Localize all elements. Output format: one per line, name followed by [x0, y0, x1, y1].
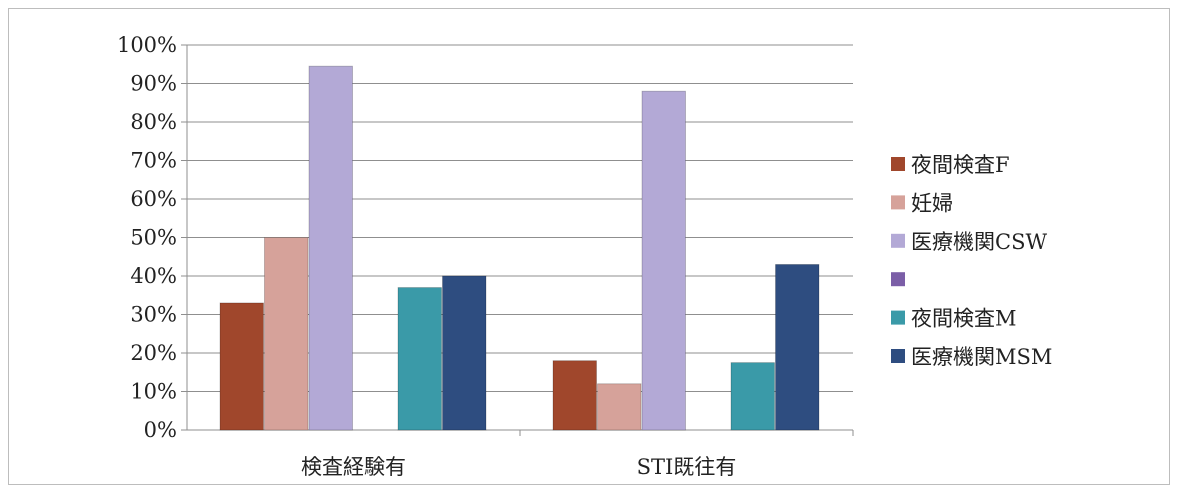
y-tick-label: 10%: [130, 380, 177, 404]
y-tick-label: 0%: [144, 418, 177, 442]
y-tick-label: 70%: [130, 149, 177, 173]
legend-swatch: [891, 233, 905, 248]
bar-2-5: [730, 362, 775, 431]
legend-label: 夜間検査M: [911, 307, 1017, 331]
bar-2-1: [552, 360, 597, 431]
bar-1-6: [442, 275, 487, 431]
legend-swatch: [891, 272, 905, 287]
bar-1-2: [264, 237, 309, 431]
bar-1-3: [308, 65, 353, 431]
y-tick-label: 30%: [130, 303, 177, 327]
y-tick-label: 20%: [130, 341, 177, 365]
bar-2-6: [775, 264, 820, 431]
y-tick-label: 90%: [130, 72, 177, 96]
legend-swatch: [891, 157, 905, 171]
x-category-label: 検査経験有: [301, 455, 406, 479]
x-category-label: STI既往有: [637, 455, 737, 479]
bar-1-5: [397, 287, 442, 431]
bar-1-1: [219, 302, 264, 431]
y-tick-label: 60%: [130, 187, 177, 211]
legend-label: 医療機関MSM: [911, 345, 1052, 369]
y-tick-label: 40%: [130, 264, 177, 288]
bar-2-2: [597, 383, 642, 431]
y-tick-label: 50%: [130, 226, 177, 250]
legend-swatch: [891, 195, 905, 210]
y-tick-label: 80%: [130, 110, 177, 134]
y-tick-label: 100%: [117, 33, 177, 57]
legend-swatch: [891, 349, 905, 363]
legend-swatch: [891, 310, 905, 325]
bar-2-3: [641, 90, 686, 431]
legend-label: 医療機関CSW: [911, 230, 1047, 254]
legend-label: 夜間検査F: [911, 153, 1010, 177]
legend-label: 妊婦: [911, 191, 953, 215]
